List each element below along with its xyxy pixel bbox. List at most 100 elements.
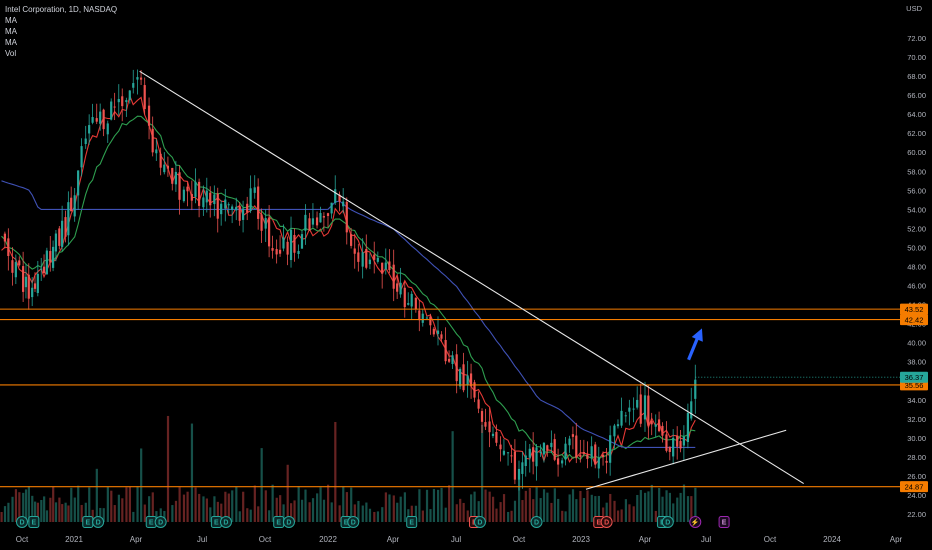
currency-label[interactable]: USD <box>906 4 922 13</box>
candle-body <box>624 415 627 417</box>
candle-body <box>110 101 113 120</box>
volume-bar <box>553 488 556 522</box>
candle-body <box>342 201 345 207</box>
candle-body <box>506 452 510 454</box>
candle-body <box>643 395 647 420</box>
candle-body <box>647 395 650 426</box>
candle-body <box>308 218 311 231</box>
volume-bar <box>182 494 186 522</box>
volume-bar <box>661 496 664 522</box>
legend-ma-1[interactable]: MA <box>5 16 17 25</box>
x-tick-label: 2023 <box>572 535 590 544</box>
candle-body <box>293 234 296 253</box>
candle-body <box>139 77 143 80</box>
candle-body <box>368 259 371 265</box>
candle-body <box>77 170 80 196</box>
candle-body <box>381 262 384 274</box>
candle-body <box>257 186 260 219</box>
y-tick-label: 34.00 <box>907 396 926 405</box>
volume-bar <box>507 511 510 522</box>
candle-body <box>466 375 469 385</box>
candle-body <box>410 293 413 307</box>
event-marker-label: E <box>409 520 414 527</box>
event-marker-label: E <box>85 520 90 527</box>
volume-bar <box>77 485 80 522</box>
symbol-title[interactable]: Intel Corporation, 1D, NASDAQ <box>5 5 118 14</box>
x-tick-label: 2024 <box>823 535 841 544</box>
volume-bar <box>128 486 131 522</box>
volume-bar <box>99 507 102 522</box>
volume-bar <box>586 490 589 522</box>
volume-bar <box>73 497 76 522</box>
candle-body <box>590 446 593 458</box>
volume-bar <box>568 494 571 522</box>
candle-body <box>155 149 158 154</box>
y-tick-label: 62.00 <box>907 129 926 138</box>
y-tick-label: 58.00 <box>907 167 926 176</box>
candle-body <box>159 153 162 168</box>
volume-bar <box>451 431 454 522</box>
candle-body <box>440 334 443 339</box>
volume-bar <box>410 505 413 522</box>
candlesticks <box>3 69 697 491</box>
y-tick-label: 24.00 <box>907 491 926 500</box>
event-marker-dividend <box>661 516 674 528</box>
candle-body <box>253 187 256 193</box>
volume-bar <box>238 511 241 522</box>
candle-body <box>136 77 139 80</box>
candle-body <box>539 451 542 454</box>
legend-ma-2[interactable]: MA <box>5 27 17 36</box>
y-tick-label: 28.00 <box>907 453 926 462</box>
candle-body <box>668 446 671 452</box>
y-tick-label: 46.00 <box>907 282 926 291</box>
candle-body <box>197 181 201 206</box>
volume-bar <box>628 504 631 522</box>
volume-bar <box>264 490 267 522</box>
event-marker-label: E <box>722 520 727 527</box>
candle-body <box>166 165 170 169</box>
volume-bar <box>418 489 421 522</box>
volume-bar <box>403 492 406 522</box>
volume-bar <box>304 489 307 522</box>
volume-bar <box>311 498 315 522</box>
volume-bar <box>268 510 271 522</box>
volume-bar <box>293 500 296 522</box>
volume-bar <box>590 494 593 522</box>
candle-body <box>361 252 364 267</box>
legend-ma-3[interactable]: MA <box>5 38 17 47</box>
candle-body <box>241 208 245 220</box>
volume-bar <box>539 498 542 522</box>
candle-body <box>70 197 73 212</box>
legend-volume[interactable]: Vol <box>5 49 17 58</box>
volume-bar <box>407 509 410 522</box>
volume-bar <box>279 495 282 522</box>
x-tick-label: 2021 <box>65 535 83 544</box>
candle-body <box>202 197 205 208</box>
candle-body <box>455 354 458 382</box>
volume-bar <box>297 486 300 522</box>
candle-body <box>418 310 421 321</box>
x-tick-label: Jul <box>701 535 711 544</box>
volume-bar <box>676 497 679 522</box>
candle-body <box>601 454 605 458</box>
candle-body <box>616 424 620 427</box>
volume-bar <box>334 421 337 522</box>
level-price-tag-bg <box>900 481 928 493</box>
volume-bar <box>499 502 502 522</box>
candle-body <box>532 447 535 462</box>
candle-body <box>289 229 293 261</box>
candle-body <box>469 373 473 387</box>
candle-body <box>392 264 395 289</box>
candle-body <box>561 460 564 464</box>
candle-body <box>147 105 151 126</box>
event-marker-label: D <box>351 520 356 527</box>
y-tick-label: 56.00 <box>907 186 926 195</box>
volume-bar <box>470 494 473 522</box>
candle-body <box>14 262 17 278</box>
candle-body <box>209 192 212 206</box>
volume-bar <box>609 493 612 522</box>
y-tick-label: 54.00 <box>907 205 926 214</box>
candle-body <box>216 193 219 219</box>
volume-bar <box>361 505 364 522</box>
